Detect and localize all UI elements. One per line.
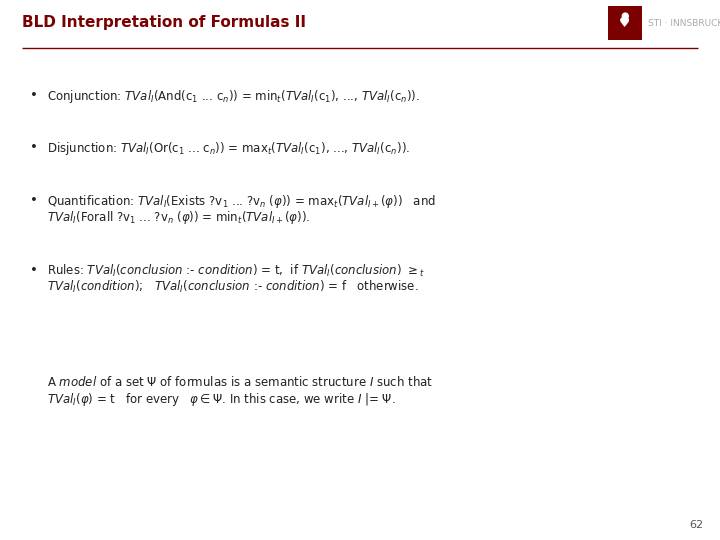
Text: $\mathit{TVal}_\mathit{I}$($\mathit{condition}$);   $\mathit{TVal}_\mathit{I}$($: $\mathit{TVal}_\mathit{I}$($\mathit{cond… <box>47 279 419 295</box>
Text: Disjunction: $\mathit{TVal}_\mathit{I}$(Or(c$_1$ ... c$_n$)) = max$_t$($\mathit{: Disjunction: $\mathit{TVal}_\mathit{I}$(… <box>47 140 410 157</box>
Bar <box>608 6 642 40</box>
Text: •: • <box>30 264 38 277</box>
Text: BLD Interpretation of Formulas II: BLD Interpretation of Formulas II <box>22 15 306 30</box>
Text: •: • <box>30 141 38 154</box>
Text: Quantification: $\mathit{TVal}_\mathit{I}$(Exists ?v$_1$ ... ?v$_n$ ($\varphi$)): Quantification: $\mathit{TVal}_\mathit{I… <box>47 193 436 210</box>
Text: •: • <box>30 89 38 102</box>
Text: Conjunction: $\mathit{TVal}_\mathit{I}$(And(c$_1$ ... c$_n$)) = min$_t$($\mathit: Conjunction: $\mathit{TVal}_\mathit{I}$(… <box>47 88 420 105</box>
Text: 62: 62 <box>689 520 703 530</box>
Text: A $\mathbf{\mathit{model}}$ of a set $\Psi$ of formulas is a semantic structure : A $\mathbf{\mathit{model}}$ of a set $\P… <box>47 375 433 389</box>
Text: $\mathit{TVal}_\mathit{I}$($\varphi$) = t   for every   $\varphi$$\in$$\Psi$. In: $\mathit{TVal}_\mathit{I}$($\varphi$) = … <box>47 391 396 408</box>
Text: •: • <box>30 194 38 207</box>
Text: STI · INNSBRUCK: STI · INNSBRUCK <box>648 18 720 28</box>
Text: ♥: ♥ <box>619 17 631 30</box>
Text: Rules: $\mathit{TVal}_\mathit{I}$($\mathit{conclusion}$ :- $\mathit{condition}$): Rules: $\mathit{TVal}_\mathit{I}$($\math… <box>47 263 425 279</box>
Text: ●: ● <box>621 10 629 21</box>
Text: $\mathit{TVal}_\mathit{I}$(Forall ?v$_1$ ... ?v$_n$ ($\varphi$)) = min$_t$($\mat: $\mathit{TVal}_\mathit{I}$(Forall ?v$_1$… <box>47 209 310 226</box>
